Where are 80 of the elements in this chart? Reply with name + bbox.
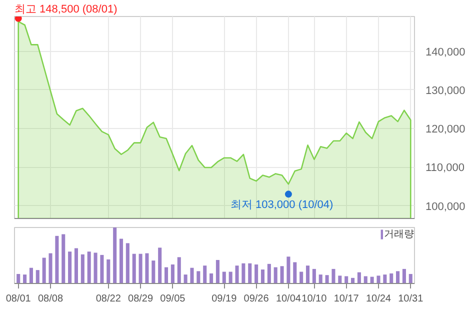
bar [332, 268, 336, 284]
bar [210, 273, 214, 284]
bar [196, 271, 200, 284]
bar [293, 262, 297, 284]
bar [68, 252, 72, 284]
bar [280, 266, 284, 284]
bar [62, 234, 66, 284]
x-tick-label: 09/05 [160, 294, 186, 304]
x-tick-label: 08/08 [38, 294, 64, 304]
bar [48, 253, 52, 284]
bar [286, 256, 290, 284]
bar [190, 268, 194, 284]
legend-label: 거래량 [384, 228, 414, 241]
bar [164, 267, 168, 284]
bar [74, 248, 78, 284]
bar [364, 276, 368, 284]
y-tick-label: 120,000 [426, 124, 466, 136]
bar [383, 274, 387, 284]
bar [138, 254, 142, 284]
bar [94, 252, 98, 284]
bar [260, 270, 264, 284]
bar [325, 275, 329, 284]
bar [228, 272, 232, 284]
bar [318, 274, 322, 284]
x-tick-label: 09/26 [244, 294, 270, 304]
y-tick-label: 130,000 [426, 84, 466, 97]
x-tick-label: 08/29 [128, 294, 154, 304]
bar [177, 257, 181, 284]
bar [408, 274, 412, 284]
x-tick-label: 10/24 [366, 294, 392, 304]
bar [216, 260, 220, 284]
annotation: 최고 148,500 (08/01) [14, 4, 118, 16]
bar [344, 276, 348, 284]
bar [390, 273, 394, 284]
bar [42, 258, 46, 284]
bar [222, 272, 226, 284]
bar [338, 276, 342, 284]
x-tick-label: 09/19 [212, 294, 238, 304]
x-tick-label: 10/17 [334, 294, 360, 304]
x-tick-label: 08/22 [96, 294, 122, 304]
bar [242, 263, 246, 284]
bar [248, 263, 252, 284]
bar [132, 254, 136, 284]
bar [235, 266, 239, 284]
bar [87, 252, 91, 284]
bar [267, 264, 271, 284]
bar [55, 236, 59, 284]
bar [106, 259, 110, 284]
x-tick-label: 10/31 [398, 294, 424, 304]
bar [29, 268, 33, 284]
x-tick-label: 08/01 [6, 294, 32, 304]
bar [396, 271, 400, 284]
bar [152, 260, 156, 284]
x-tick-label: 10/10 [302, 294, 328, 304]
bar [306, 266, 310, 284]
bar [100, 254, 104, 284]
bar [402, 268, 406, 284]
bar [274, 267, 278, 284]
bar [312, 268, 316, 284]
y-tick-label: 100,000 [426, 200, 466, 213]
bar [126, 243, 130, 284]
bar [376, 276, 380, 284]
bar [16, 274, 20, 284]
bar [357, 272, 361, 284]
bar [113, 228, 117, 284]
x-tick-label: 10/04 [276, 294, 302, 304]
bar [145, 253, 149, 284]
bar [300, 272, 304, 284]
bar [254, 264, 258, 284]
bar [23, 274, 27, 284]
bar [80, 254, 84, 284]
bar [158, 248, 162, 284]
y-tick-label: 110,000 [426, 162, 464, 174]
bar [184, 274, 188, 284]
bar [203, 266, 207, 284]
bar [119, 238, 124, 284]
y-tick-label: 140,000 [426, 46, 466, 58]
bar [170, 264, 174, 284]
bar [36, 270, 40, 284]
annotation: 최저 103,000 (10/04) [230, 199, 334, 212]
